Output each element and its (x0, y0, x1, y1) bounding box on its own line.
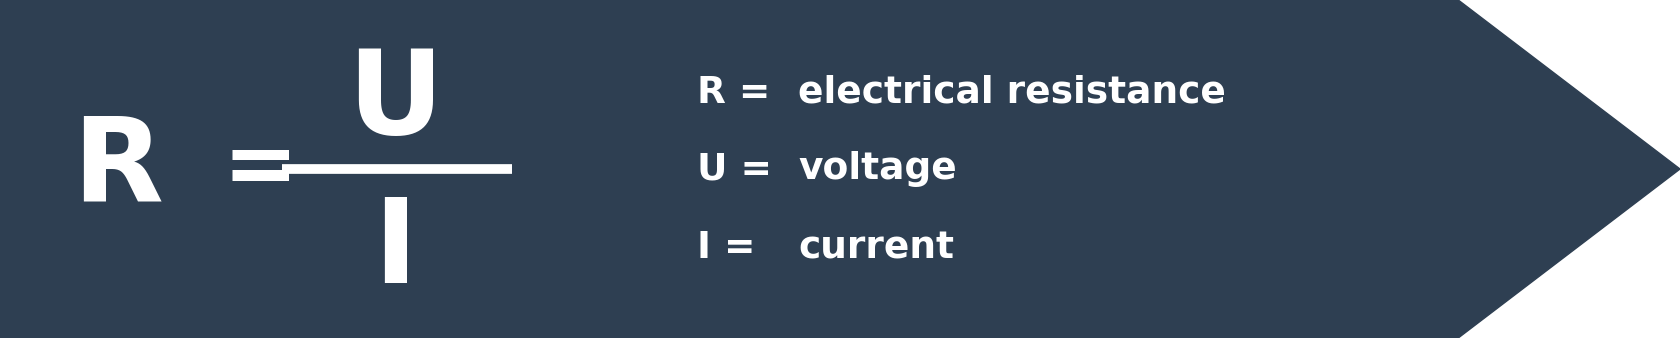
Text: I: I (373, 193, 417, 308)
Text: current: current (798, 231, 954, 266)
Text: U =: U = (697, 151, 773, 187)
Text: U: U (346, 44, 444, 159)
Text: voltage: voltage (798, 151, 956, 187)
Text: I =: I = (697, 231, 756, 266)
Text: R: R (72, 112, 163, 226)
Text: =: = (222, 125, 299, 213)
Text: electrical resistance: electrical resistance (798, 75, 1226, 111)
Text: R =: R = (697, 75, 771, 111)
